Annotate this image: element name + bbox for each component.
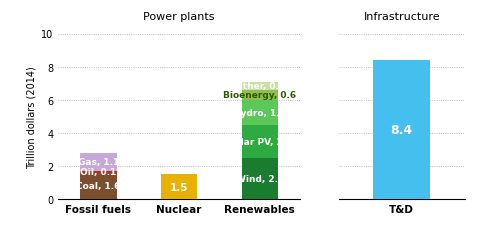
Text: Oil, 0.1: Oil, 0.1	[80, 168, 117, 177]
Text: Hydro, 1.5: Hydro, 1.5	[233, 108, 286, 117]
Bar	[80, 153, 117, 171]
Text: Gas, 1.1: Gas, 1.1	[78, 158, 119, 167]
Text: Other, 0.5: Other, 0.5	[235, 82, 285, 91]
Bar	[80, 173, 117, 199]
Text: 1.5: 1.5	[170, 182, 188, 192]
Bar	[242, 158, 278, 199]
Text: Wind, 2.5: Wind, 2.5	[236, 174, 284, 183]
Bar	[80, 171, 117, 173]
Text: 8.4: 8.4	[391, 123, 413, 136]
Bar	[161, 174, 197, 199]
Text: Power plants: Power plants	[143, 11, 215, 21]
Text: Infrastructure: Infrastructure	[363, 11, 440, 21]
Text: Coal, 1.6: Coal, 1.6	[76, 182, 121, 191]
Bar	[374, 61, 430, 199]
Text: Bioenergy, 0.6: Bioenergy, 0.6	[223, 91, 296, 100]
Bar	[242, 82, 278, 90]
Y-axis label: Trillion dollars (2014): Trillion dollars (2014)	[27, 66, 37, 168]
Bar	[242, 90, 278, 100]
Text: Solar PV, 2.0: Solar PV, 2.0	[227, 137, 292, 146]
Bar	[242, 125, 278, 158]
Bar	[242, 100, 278, 125]
